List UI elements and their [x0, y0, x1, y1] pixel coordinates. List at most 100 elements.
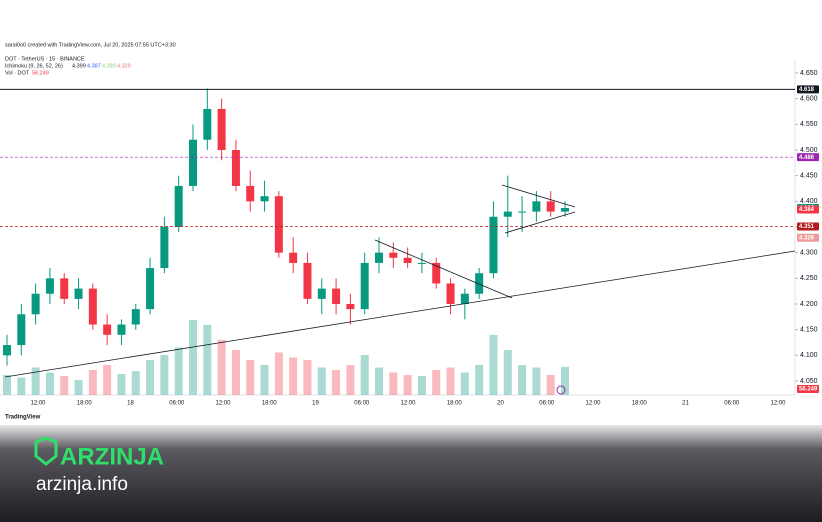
volume-bar: [246, 360, 255, 395]
candle-body: [460, 293, 469, 304]
ichimoku-value: 4.393: [102, 63, 116, 69]
candle-body: [332, 288, 341, 304]
price-badge: [797, 233, 819, 242]
candle-body: [88, 288, 97, 325]
volume-bar: [561, 366, 569, 395]
volume-bar: [518, 365, 527, 395]
volume-bar: [217, 340, 226, 395]
volume-bar: [45, 372, 54, 395]
y-tick-label: 4.500: [800, 147, 818, 154]
event-icon[interactable]: [556, 385, 566, 395]
credit: sarai0o0 created with TradingView.com, J…: [5, 42, 176, 48]
volume-bar: [389, 372, 398, 395]
x-tick-label: 06:00: [354, 401, 370, 407]
candle-body: [446, 283, 455, 304]
volume-bar: [346, 365, 355, 395]
volume-bar: [117, 374, 126, 395]
candle-body: [475, 273, 484, 294]
y-tick-label: 4.300: [800, 250, 818, 257]
volume-legend-value: 56.249: [32, 70, 49, 76]
ichimoku-value: 4.387: [87, 63, 101, 69]
candle-body: [31, 293, 40, 315]
y-tick-label: 4.150: [800, 327, 818, 334]
volume-bar: [3, 375, 11, 395]
volume-bar: [74, 380, 83, 395]
y-tick-label: 4.550: [800, 121, 818, 128]
x-tick-label: 18:00: [447, 401, 463, 407]
volume-bar: [203, 325, 212, 395]
candle-body: [532, 201, 541, 212]
volume-bar: [475, 365, 484, 395]
candle-body: [503, 211, 512, 217]
candle-body: [317, 288, 326, 299]
candle-body: [103, 324, 112, 335]
volume-bar: [432, 370, 441, 395]
price-badge: [797, 85, 819, 94]
y-tick-label: 4.050: [800, 378, 818, 385]
volume-bar: [289, 357, 298, 395]
volume-bar: [317, 367, 326, 395]
symbol: DOT · TetherUS · 15 · BINANCE: [5, 56, 85, 62]
banner: [0, 425, 822, 522]
candle-body: [217, 108, 226, 150]
ichimoku-value: 4.329: [117, 63, 131, 69]
candle-body: [45, 278, 54, 294]
candle-body: [489, 216, 498, 274]
candle-body: [346, 304, 355, 310]
candle-body: [389, 252, 398, 258]
candle-body: [231, 150, 240, 186]
candle-body: [546, 201, 555, 212]
plot: 4.0504.1004.1504.2004.2504.3004.3504.400…: [0, 70, 819, 407]
candle-body: [203, 108, 212, 140]
volume-bar: [88, 370, 97, 395]
candle-body: [403, 257, 412, 263]
logo-icon: [34, 436, 58, 466]
volume-bar: [489, 335, 498, 395]
trend-line: [504, 211, 576, 234]
price-badge: [797, 222, 819, 231]
candle-body: [375, 252, 383, 263]
candle-body: [417, 262, 426, 264]
candle-body: [17, 314, 26, 346]
brand: ARZINJA: [60, 443, 164, 470]
price-badge-label: 4.329: [799, 235, 815, 241]
volume-bar: [31, 367, 40, 395]
x-tick-label: 12:00: [215, 401, 231, 407]
y-tick-label: 4.200: [800, 301, 818, 308]
y-tick-label: 4.250: [800, 275, 818, 282]
price-badge-label: 4.351: [799, 224, 815, 230]
price-badge: [797, 205, 819, 214]
volume-bar: [446, 367, 455, 395]
volume-bar: [332, 370, 341, 395]
candle-body: [246, 185, 255, 202]
x-tick-label: 06:00: [539, 401, 555, 407]
x-tick-label: 18:00: [632, 401, 648, 407]
x-tick-label: 20: [497, 401, 504, 407]
volume-bar: [532, 367, 541, 395]
x-tick-label: 21: [682, 401, 689, 407]
candle-body: [518, 211, 527, 213]
volume-bar: [17, 377, 26, 395]
candle-body: [561, 208, 569, 212]
x-tick-label: 12:00: [585, 401, 601, 407]
x-tick-label: 12:00: [30, 401, 46, 407]
volume-bar: [417, 376, 426, 395]
candle-body: [74, 288, 83, 299]
volume-bar: [146, 360, 155, 395]
price-badge: [797, 153, 819, 162]
price-badge-label: 4.618: [799, 87, 815, 93]
candle-body: [274, 196, 283, 253]
price-badge-label: 4.384: [799, 207, 815, 213]
y-tick-label: 4.100: [800, 352, 818, 359]
candle-body: [432, 262, 441, 284]
volume-bar: [231, 350, 240, 395]
candle-body: [131, 309, 140, 325]
trend-line: [501, 184, 576, 208]
volume-bar: [375, 367, 383, 395]
volume-bar: [460, 372, 469, 395]
x-tick-label: 18: [127, 401, 134, 407]
volume-bar: [403, 375, 412, 395]
trend-line: [374, 239, 513, 299]
platform: TradingView: [5, 415, 41, 421]
volume-bar: [303, 360, 312, 395]
